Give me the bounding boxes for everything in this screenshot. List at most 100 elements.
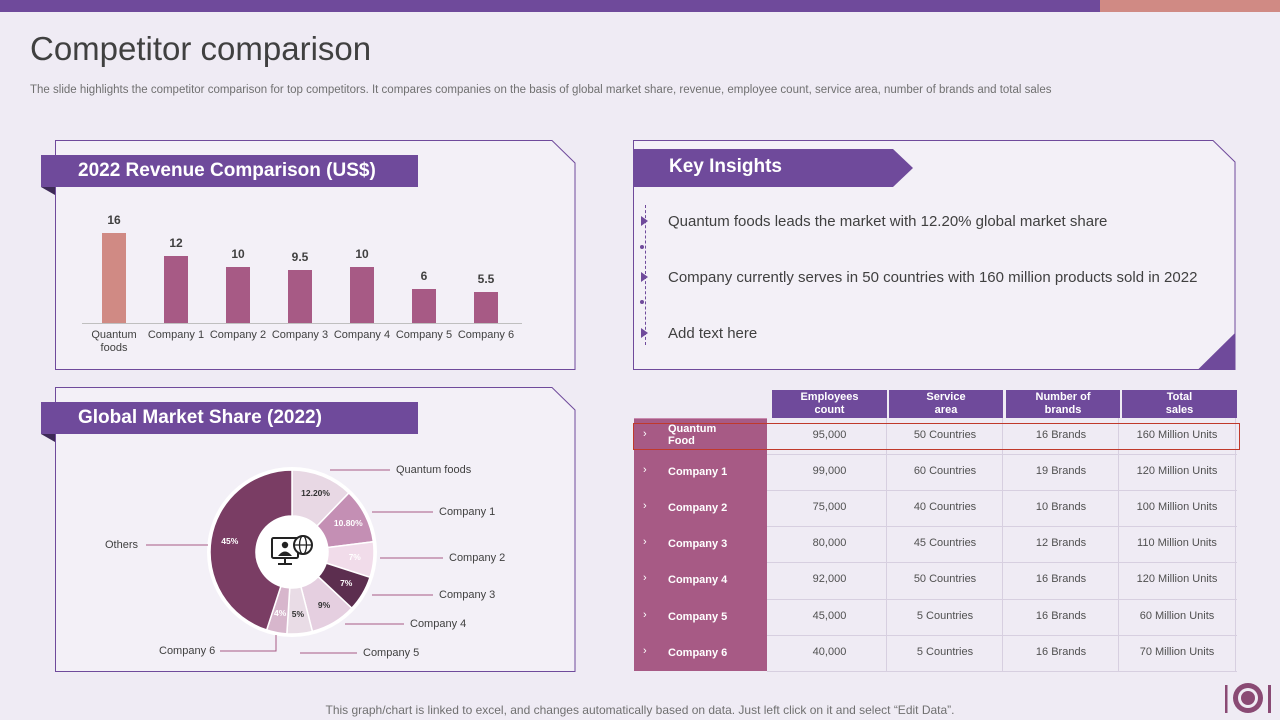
table-header-cell: Service area (889, 390, 1003, 418)
table-cell: 16 Brands (1035, 610, 1087, 622)
insight-text: Quantum foods leads the market with 12.2… (668, 213, 1108, 230)
table-row-label: Company 6 (668, 647, 728, 659)
table-cell: 100 Million Units (1136, 501, 1218, 513)
donut-slice-percent: 45% (221, 536, 239, 547)
revenue-panel-title: 2022 Revenue Comparison (US$) (41, 155, 418, 187)
timeline-dot (640, 300, 644, 304)
revenue-category-label: Company 4 (333, 329, 391, 341)
donut-slice-percent: 7% (340, 578, 353, 589)
top-accent-bar (0, 0, 1100, 12)
table-header-cell: Number of brands (1006, 390, 1120, 418)
insights-panel-title: Key Insights (669, 156, 782, 177)
table-col-divider (1118, 418, 1119, 671)
table-cell: 92,000 (812, 573, 847, 585)
revenue-category-label: Company 6 (457, 329, 515, 341)
row-chevron-icon: › (643, 536, 647, 548)
table-row-label: Company 3 (668, 538, 728, 550)
revenue-category-label: Company 3 (271, 329, 329, 341)
revenue-bar (474, 292, 498, 323)
revenue-bar-value: 16 (107, 213, 121, 227)
table-cell: 60 Million Units (1139, 610, 1215, 622)
revenue-category-label: Quantum foods (91, 329, 137, 354)
market-share-panel-title: Global Market Share (2022) (41, 402, 418, 434)
footer-note: This graph/chart is linked to excel, and… (325, 703, 955, 717)
revenue-bar-value: 12 (169, 235, 183, 250)
row-chevron-icon: › (643, 428, 647, 440)
table-cell: 16 Brands (1035, 646, 1087, 658)
revenue-category-label: Company 2 (209, 329, 267, 341)
ribbon-fold (41, 434, 55, 442)
row-chevron-icon: › (643, 500, 647, 512)
insight-text: Add text here (668, 325, 758, 342)
plate-cutlery-icon (1225, 683, 1271, 713)
donut-slice-label: Company 6 (159, 645, 216, 657)
row-chevron-icon: › (643, 572, 647, 584)
table-rowhead-column (634, 418, 767, 671)
donut-slice-percent: 12.20% (301, 487, 330, 498)
insights-title-ribbon (633, 149, 913, 187)
donut-slice-label: Company 2 (449, 552, 506, 564)
table-cell: 50 Countries (913, 429, 977, 441)
monitor-globe-icon (271, 535, 313, 565)
table-row-label: Company 4 (668, 574, 728, 586)
table-header-cell: Total sales (1122, 390, 1237, 418)
donut-slice-percent: 5% (291, 608, 305, 619)
donut-slice-label: Company 3 (439, 589, 496, 601)
table-cell: 16 Brands (1035, 429, 1087, 441)
insights-panel-frame (633, 140, 1236, 370)
table-cell: 16 Brands (1035, 573, 1087, 585)
donut-slice-percent: 4% (274, 607, 287, 618)
table-cell: 120 Million Units (1136, 465, 1218, 477)
revenue-bar (288, 269, 312, 323)
table-cell: 45 Countries (913, 537, 977, 549)
donut-slice-percent: 7% (348, 551, 361, 562)
table-cell: 10 Brands (1035, 501, 1087, 513)
table-cell: 75,000 (812, 501, 847, 513)
revenue-bar-value: 5.5 (477, 272, 495, 287)
revenue-x-axis (82, 323, 522, 324)
donut-slice-label: Company 5 (363, 647, 420, 659)
table-cell: 19 Brands (1035, 465, 1087, 477)
table-cell: 160 Million Units (1136, 429, 1218, 441)
table-cell: 5 Countries (916, 610, 974, 622)
donut-slice-label: Company 4 (410, 618, 467, 630)
ribbon-fold (41, 187, 55, 195)
table-col-divider (886, 418, 887, 671)
table-cell: 120 Million Units (1136, 573, 1218, 585)
table-row-label: Company 1 (668, 466, 728, 478)
page-subtitle: The slide highlights the competitor comp… (30, 84, 1052, 96)
table-col-divider (1235, 418, 1236, 671)
table-cell: 45,000 (812, 610, 847, 622)
timeline-dot (640, 245, 644, 249)
revenue-bar-value: 9.5 (291, 249, 309, 264)
insights-panel (633, 140, 1236, 370)
row-chevron-icon: › (643, 645, 647, 657)
table-cell: 110 Million Units (1137, 537, 1217, 549)
donut-slice-label: Quantum foods (396, 464, 472, 476)
highlight-row-outline (633, 423, 1240, 450)
revenue-bar (412, 289, 436, 323)
top-accent-bar-highlight (1100, 0, 1280, 12)
table-row-label: Quantum Food (668, 423, 717, 447)
table-cell: 40,000 (812, 646, 847, 658)
insight-bullet-icon (641, 328, 648, 338)
table-cell: 80,000 (812, 537, 847, 549)
rowhead-divider (634, 418, 767, 419)
table-cell: 50 Countries (913, 573, 977, 585)
revenue-bar (350, 266, 374, 323)
insight-bullet-icon (641, 272, 648, 282)
insight-bullet-icon (641, 216, 648, 226)
table-cell: 60 Countries (913, 465, 977, 477)
table-cell: 70 Million Units (1139, 646, 1215, 658)
donut-slice-percent: 9% (317, 600, 331, 611)
revenue-bar-value: 10 (355, 246, 369, 261)
revenue-bar (102, 233, 126, 323)
revenue-bar-value: 10 (231, 246, 245, 261)
table-cell: 99,000 (812, 465, 847, 477)
table-header-cell: Employees count (772, 390, 887, 418)
table-col-divider (1002, 418, 1003, 671)
insight-text: Company currently serves in 50 countries… (668, 269, 1198, 286)
donut-slice-percent: 10.80% (333, 517, 363, 528)
table-cell: 95,000 (812, 429, 847, 441)
table-row-divider (767, 671, 1237, 672)
